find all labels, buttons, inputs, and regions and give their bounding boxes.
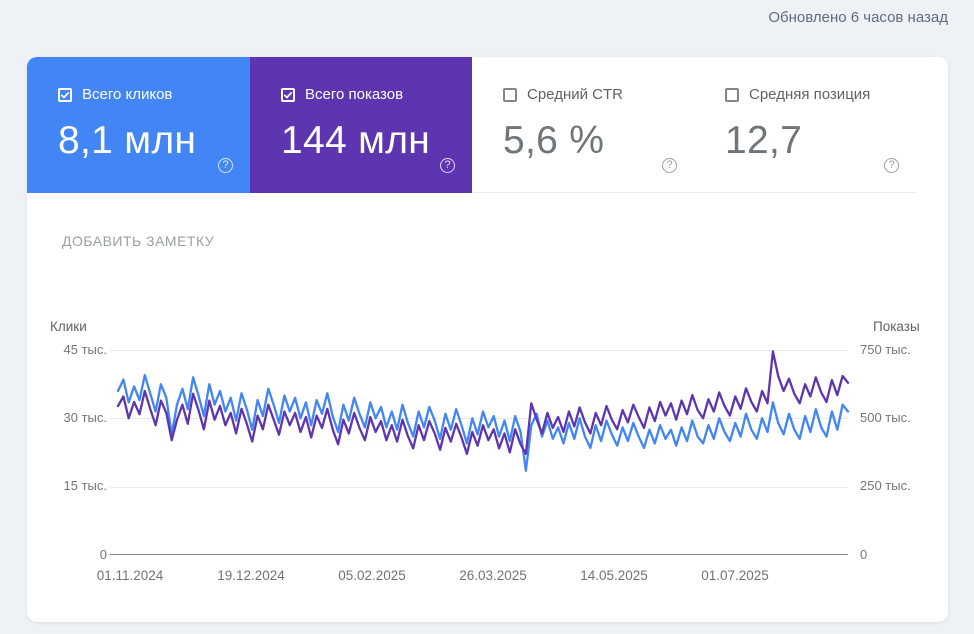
metric-label: Средний CTR — [527, 86, 623, 103]
performance-chart-plot-area[interactable] — [110, 350, 850, 555]
metric-value: 5,6 % — [503, 119, 605, 162]
y-tick-label-left: 15 тыс. — [63, 478, 107, 493]
performance-chart-svg — [116, 350, 850, 472]
series-line-impressions — [116, 350, 850, 456]
metric-cards-row: Всего кликов 8,1 млн ? Всего показов 144… — [27, 57, 948, 193]
axis-title-clicks: Клики — [50, 319, 87, 334]
metric-label: Всего кликов — [82, 86, 173, 103]
metric-card-head: Средняя позиция — [725, 86, 870, 103]
last-updated-label: Обновлено 6 часов назад — [768, 9, 948, 26]
help-icon[interactable]: ? — [884, 158, 899, 173]
help-icon[interactable]: ? — [662, 158, 677, 173]
metric-card-average-ctr[interactable]: Средний CTR 5,6 % ? — [472, 57, 694, 193]
help-icon[interactable]: ? — [218, 158, 233, 173]
metric-card-head: Всего показов — [281, 86, 403, 103]
x-tick-label: 05.02.2025 — [338, 568, 406, 583]
metric-card-total-clicks[interactable]: Всего кликов 8,1 млн ? — [27, 57, 250, 193]
y-tick-label-right: 0 — [860, 547, 868, 562]
metric-card-average-position[interactable]: Средняя позиция 12,7 ? — [694, 57, 916, 193]
y-tick-label-right: 750 тыс. — [860, 342, 911, 357]
metric-label: Средняя позиция — [749, 86, 871, 103]
y-tick-label-left: 30 тыс. — [63, 410, 107, 425]
add-note-button[interactable]: ДОБАВИТЬ ЗАМЕТКУ — [62, 233, 215, 249]
checkbox-icon[interactable] — [281, 87, 295, 102]
y-tick-label-left: 45 тыс. — [63, 342, 107, 357]
gridline — [110, 418, 848, 420]
help-icon[interactable]: ? — [440, 158, 455, 173]
y-tick-label-right: 250 тыс. — [860, 478, 911, 493]
checkbox-icon[interactable] — [503, 87, 517, 102]
metric-label: Всего показов — [305, 86, 404, 103]
metric-value: 144 млн — [281, 119, 431, 162]
checkbox-icon[interactable] — [725, 87, 739, 102]
metric-card-total-impressions[interactable]: Всего показов 144 млн ? — [250, 57, 472, 193]
gridline — [110, 350, 848, 351]
checkbox-icon[interactable] — [58, 87, 72, 102]
x-tick-label: 01.11.2024 — [96, 568, 164, 583]
x-tick-label: 01.07.2025 — [701, 568, 769, 583]
metric-value: 8,1 млн — [58, 119, 197, 162]
metric-value: 12,7 — [725, 119, 803, 162]
x-tick-label: 19.12.2024 — [217, 568, 285, 583]
cards-row-filler — [916, 57, 948, 193]
y-tick-label-right: 500 тыс. — [860, 410, 911, 425]
x-tick-label: 14.05.2025 — [580, 568, 648, 583]
metric-card-head: Средний CTR — [503, 86, 623, 103]
gridline — [110, 486, 848, 488]
series-line-clicks — [116, 373, 850, 472]
axis-title-impressions: Показы — [873, 319, 920, 334]
metric-card-head: Всего кликов — [58, 86, 172, 103]
y-tick-label-left: 0 — [99, 547, 107, 562]
performance-panel: Всего кликов 8,1 млн ? Всего показов 144… — [27, 57, 948, 622]
x-tick-label: 26.03.2025 — [459, 568, 527, 583]
